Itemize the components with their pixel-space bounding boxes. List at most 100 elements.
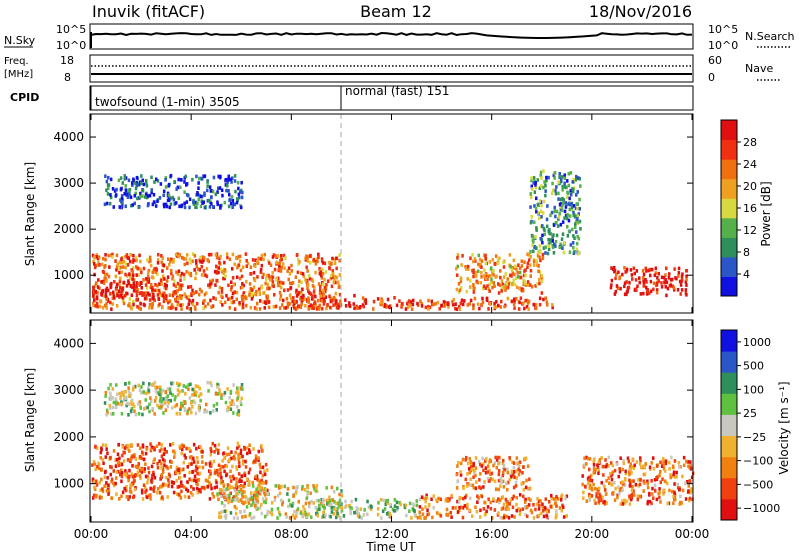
vel-cells-cell-1506 (688, 479, 691, 483)
power-cells-cell-634 (263, 306, 266, 310)
vel-cells-cell-695 (315, 483, 319, 488)
vel-cells-cell-219 (193, 478, 196, 483)
power-cells-cell-239 (96, 263, 99, 267)
vel-cells-cell-661 (315, 489, 319, 494)
vel-cells-cell-1427 (690, 487, 693, 491)
power-cells-cell-1182 (526, 261, 530, 266)
vel-cells-cell-1585 (664, 461, 668, 466)
power-cells-cell-1170 (455, 287, 459, 292)
vel-cells-cell-945 (321, 498, 325, 502)
vel-cells-cell-1246 (507, 480, 510, 485)
vel-cells-cell-64 (215, 447, 218, 452)
vel-cells-cell-755 (235, 496, 238, 500)
power-cells-cell-1411 (664, 278, 667, 282)
power-cells-cell-921 (118, 289, 121, 293)
vel-cells-cell-1739 (205, 402, 208, 407)
power-cells-cell-1093 (401, 301, 404, 306)
vel-cells-cell-271 (192, 442, 196, 447)
power-cells-cell-482 (255, 289, 258, 294)
vel-cells-cell-1279 (497, 469, 501, 473)
vel-cells-cell-1310 (475, 480, 478, 484)
vel-cells-cell-19 (266, 488, 269, 493)
power-cells-cell-1784 (538, 186, 542, 190)
power-cells-cell-806 (297, 284, 300, 288)
power-cells-cell-900 (161, 293, 164, 298)
power-cells-cell-293 (135, 293, 139, 298)
vel-cells-cell-1839 (109, 397, 112, 402)
power-cells-cell-702 (299, 291, 303, 295)
vel-cells-cell-170 (245, 477, 249, 481)
power-cells-cell-264 (329, 296, 332, 301)
power-cells-cell-1461 (685, 268, 689, 273)
power-cells-cell-1476 (642, 280, 645, 284)
power-cells-cell-820 (223, 267, 226, 272)
vel-cells-cell-1756 (123, 398, 126, 403)
vel-cells-cell-212 (161, 467, 165, 471)
vel-yaxis-label-1000: 1000 (53, 477, 84, 491)
vel-cells-cell-143 (161, 495, 164, 499)
power-cells-cell-690 (236, 265, 239, 270)
power-cells-cell-740 (282, 281, 285, 285)
power-cells-cell-8 (212, 296, 215, 300)
power-cells-cell-606 (332, 280, 336, 284)
power-cells-cell-1222 (482, 284, 486, 289)
power-cells-cell-697 (177, 254, 180, 259)
vel-cells-cell-949 (399, 502, 403, 507)
vel-cells-cell-789 (277, 486, 281, 490)
power-cells-cell-770 (265, 277, 268, 282)
vel-cells-cell-1465 (637, 483, 640, 488)
vel-cells-cell-1169 (499, 515, 502, 520)
power-cells-cell-631 (179, 284, 182, 288)
power-cells-cell-1602 (124, 204, 127, 209)
vel-cells-cell-1181 (515, 476, 518, 480)
power-cells-cell-1145 (529, 283, 532, 287)
vel-cells-cell-1338 (677, 461, 681, 465)
vel-cells-cell-28 (263, 469, 266, 474)
vel-cells-cell-973 (469, 496, 472, 501)
vel-cells-cell-936 (398, 500, 401, 505)
vel-cells-cell-1416 (675, 470, 678, 475)
vel-cells-cell-383 (150, 445, 153, 449)
power-cells-cell-1529 (173, 202, 176, 206)
power-cells-cell-1505 (121, 181, 124, 185)
vel-cells-cell-1403 (668, 488, 671, 493)
vel-cells-cell-548 (110, 477, 114, 482)
vel-cells-cell-586 (153, 457, 156, 461)
freq-label-top: Freq. (4, 56, 29, 67)
power-cells-cell-670 (145, 286, 149, 290)
power-cells-cell-1163 (500, 279, 504, 283)
power-cells-cell-19 (104, 257, 107, 262)
vel-cells-cell-818 (225, 487, 229, 491)
vel-cells-cell-798 (220, 494, 223, 499)
power-cells-cell-700 (295, 288, 298, 293)
vel-cells-cell-1593 (607, 481, 611, 485)
vel-cells-cell-1110 (550, 493, 553, 498)
power-cells-cell-490 (231, 267, 234, 271)
vel-cells-cell-1448 (659, 470, 662, 474)
power-cells-cell-1716 (196, 201, 199, 206)
vel-cells-cell-825 (232, 516, 236, 520)
vel-cells-cell-930 (415, 503, 419, 508)
vel-cells-cell-1405 (592, 460, 595, 464)
power-cells-cell-1295 (535, 282, 539, 287)
vel-cells-cell-346 (234, 450, 237, 455)
power-cells-cell-1232 (524, 273, 527, 278)
vel-cells-cell-1891 (158, 392, 161, 396)
vel-cells-cell-489 (257, 456, 260, 460)
vel-cells-cell-709 (239, 510, 243, 514)
vel-cells-cell-1622 (588, 495, 592, 499)
power-cells-cell-1469 (679, 283, 683, 287)
power-yaxis-label-3000: 3000 (53, 176, 84, 190)
power-cells-cell-1402 (655, 283, 658, 288)
power-cells-cell-1417 (669, 278, 673, 282)
power-heatmap-cells (91, 169, 689, 311)
power-cells-cell-1835 (560, 179, 563, 184)
vel-cells-cell-1823 (131, 402, 135, 406)
vel-cells-cell-1363 (632, 479, 635, 483)
vel-cells-cell-1136 (518, 511, 522, 516)
vel-cells-cell-210 (239, 451, 243, 456)
vel-cells-cell-1919 (187, 407, 191, 411)
power-cells-cell-456 (118, 279, 122, 284)
power-cells-cell-194 (228, 257, 232, 261)
power-cells-cell-105 (108, 265, 111, 269)
